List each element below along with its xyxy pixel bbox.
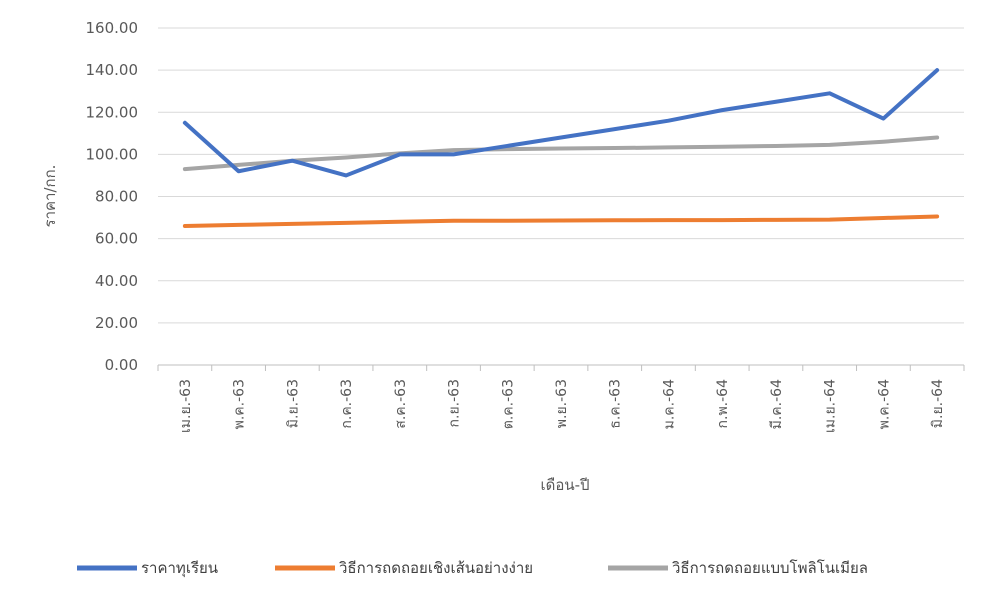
y-tick-label: 60.00 [95,230,138,248]
x-tick-label: ม.ค.-64 [661,379,677,429]
series-line-0 [182,68,940,178]
y-tick-label: 80.00 [95,188,138,206]
legend-label: วิธีการถดถอยแบบโพลิโนเมียล [671,559,868,577]
x-tick-label: ก.ย.-63 [447,379,463,427]
x-axis-title: เดือน-ปี [540,476,589,494]
y-tick-label: 160.00 [86,19,139,37]
series-lines [182,68,940,228]
x-tick-label: พ.ย.-63 [554,379,570,428]
gridlines [158,27,964,366]
y-tick-label: 100.00 [86,145,139,163]
x-tick-label: มี.ค.-64 [769,379,785,429]
x-tick-label: พ.ค.-64 [876,379,892,429]
x-tick-label: พ.ค.-63 [232,379,248,429]
x-tick-label: ต.ค.-63 [500,379,516,429]
y-tick-label: 40.00 [95,272,138,290]
legend-label: ราคาทุเรียน [141,559,218,578]
x-tick-label: มิ.ย.-63 [285,379,301,428]
y-tick-label: 120.00 [86,103,139,121]
series-line-1 [182,214,940,228]
x-tick-label: เม.ย.-63 [178,379,194,433]
x-tick-label: ก.ค.-63 [339,379,355,429]
x-axis-tick-labels: เม.ย.-63 พ.ค.-63 มิ.ย.-63 ก.ค.-63 ส.ค.-63 ก.ย… [157,365,965,433]
y-tick-label: 140.00 [86,61,139,79]
y-axis-tick-labels: 0.00 20.00 40.00 60.00 80.00 100.00 120.00 140.… [86,19,139,374]
y-tick-label: 0.00 [105,356,138,374]
x-tick-label: ธ.ค.-63 [608,379,624,429]
x-tick-label: เม.ย.-64 [823,379,839,433]
x-tick-label: มิ.ย.-64 [930,379,946,428]
y-tick-label: 20.00 [95,314,138,332]
series-line-2 [182,135,940,172]
x-tick-label: ส.ค.-63 [393,379,409,429]
y-axis-title: ราคา/กก. [41,165,59,228]
legend-label: วิธีการถดถอยเชิงเส้นอย่างง่าย [338,559,533,577]
legend: ราคาทุเรียน วิธีการถดถอยเชิงเส้นอย่างง่าย… [77,559,868,578]
x-tick-label: ก.พ.-64 [715,379,731,429]
